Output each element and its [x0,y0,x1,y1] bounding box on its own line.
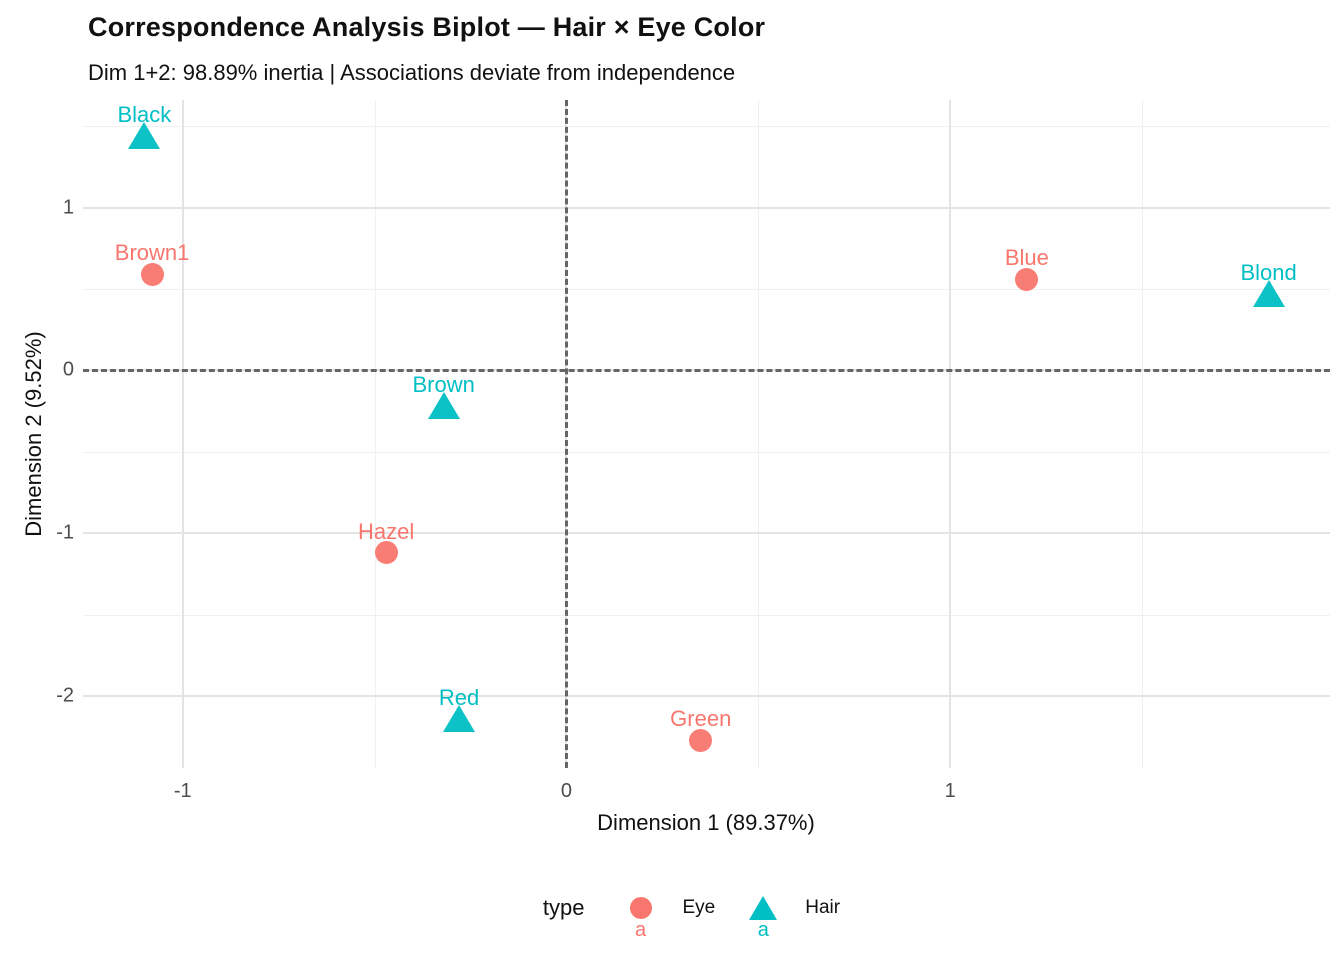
y-tick-label-0: 0 [62,358,74,381]
gridline-minor-y--0.5 [83,451,1330,453]
point-hair-red [443,705,476,733]
chart-title: Correspondence Analysis Biplot — Hair × … [88,12,766,42]
legend-title: type [542,895,585,920]
origin-vline-dashed [565,100,569,768]
gridline-minor-y-1.5 [83,126,1330,128]
point-eye-green [689,728,713,752]
point-label-brown: Brown [412,372,475,398]
point-eye-blue [1015,267,1039,291]
legend-key-text-glyph: a [757,918,769,941]
point-eye-hazel [374,541,398,565]
legend-triangle-icon [749,895,778,920]
x-tick-label-0: 0 [560,780,572,802]
legend-entry-hair: a Hair [745,895,841,941]
point-label-blond: Blond [1240,259,1297,285]
y-tick-label--2: -2 [56,684,74,707]
point-label-brown1: Brown1 [114,240,190,266]
gridline-major-y--2 [83,695,1330,698]
x-axis-title: Dimension 1 (89.37%) [597,810,815,835]
point-eye-brown1 [140,262,164,286]
origin-hline-dashed [83,369,1330,373]
gridline-minor-x-0.5 [758,100,760,768]
gridline-minor-y-0.5 [83,288,1330,290]
point-label-red: Red [438,685,480,711]
y-tick-label--1: -1 [56,521,74,544]
gridline-major-x-1 [949,100,952,768]
plot-area: Brown1 Blue Hazel Green Black Brown Red Blond [83,100,1330,768]
legend-label-eye: Eye [682,897,716,918]
legend: type a Eye a Hair [83,893,1330,941]
legend-label-hair: Hair [805,897,841,918]
gridline-minor-y--1.5 [83,614,1330,616]
point-hair-blond [1252,279,1285,307]
chart-subtitle: Dim 1+2: 98.89% inertia | Associations d… [88,60,736,85]
legend-key-text-glyph: a [634,918,647,941]
y-tick-label-1: 1 [62,196,74,219]
gridline-major-y-1 [83,206,1330,209]
point-hair-brown [427,392,460,420]
gridline-major-y--1 [83,532,1330,535]
x-tick-label-1: 1 [944,780,956,802]
gridline-minor-x--0.5 [374,100,376,768]
legend-entry-eye: a Eye [623,895,716,941]
gridline-minor-x-1.5 [1141,100,1143,768]
legend-key-eye: a [623,895,659,941]
point-label-green: Green [670,706,732,732]
legend-key-hair: a [745,895,781,941]
gridline-major-x--1 [181,100,184,768]
point-label-hazel: Hazel [357,518,415,544]
legend-circle-icon [629,896,652,919]
x-tick-label--1: -1 [173,780,192,802]
point-label-blue: Blue [1004,245,1049,271]
point-hair-black [128,121,161,149]
point-label-black: Black [117,101,172,127]
